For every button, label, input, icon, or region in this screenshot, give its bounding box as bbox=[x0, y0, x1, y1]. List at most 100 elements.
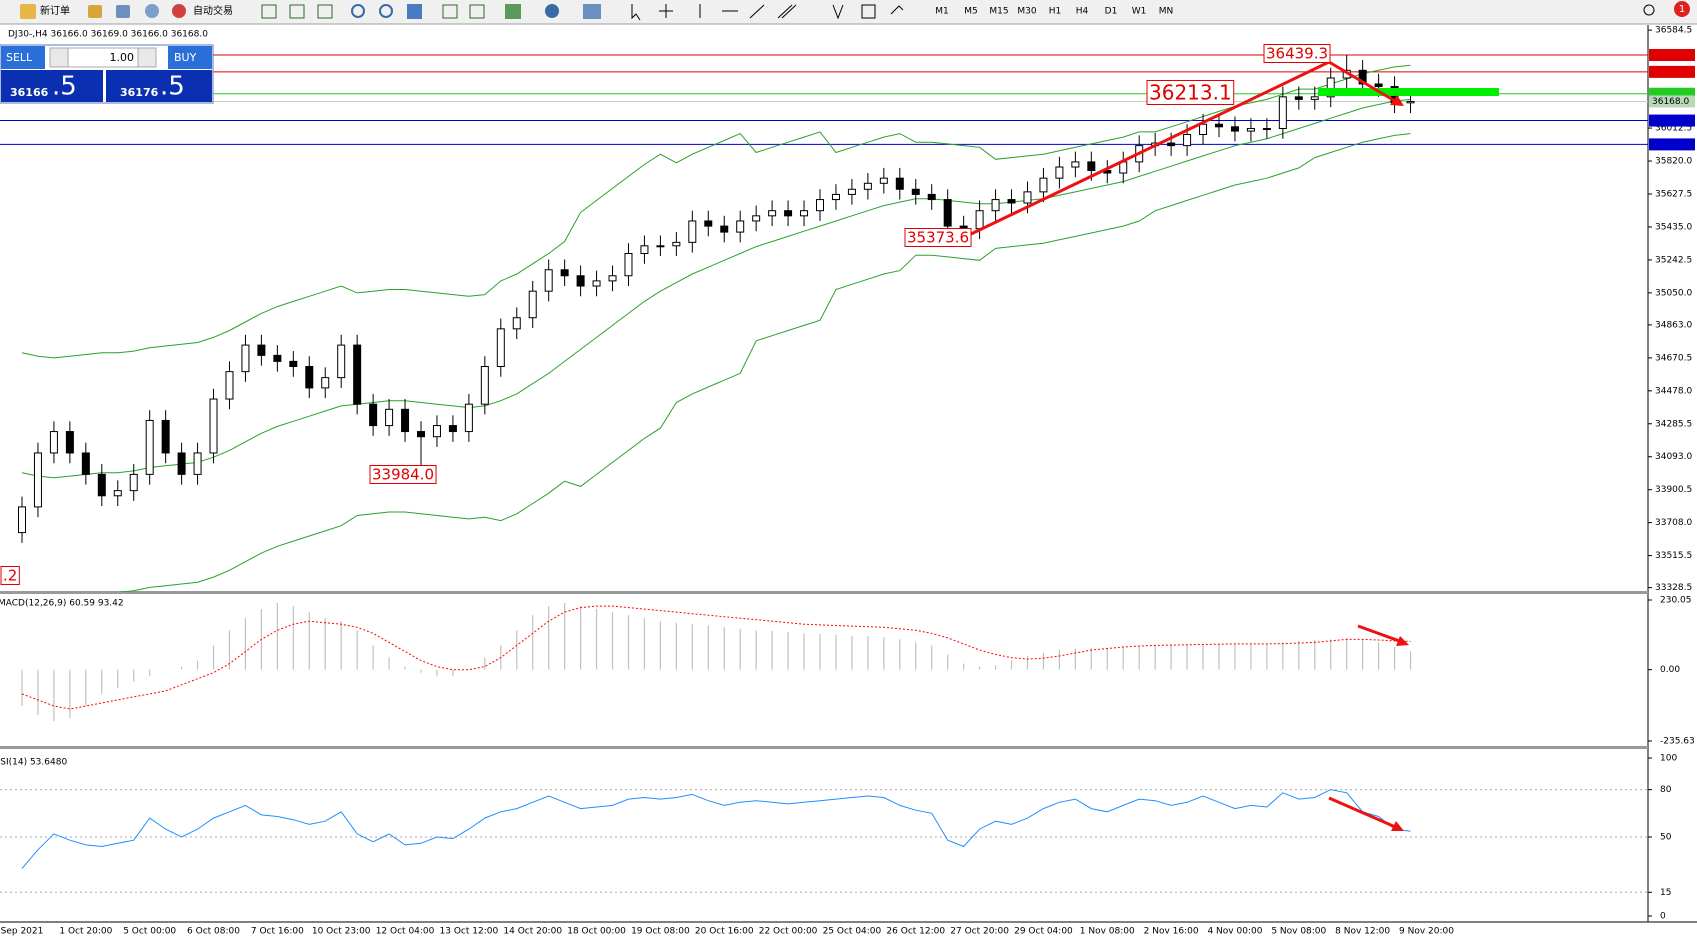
timeframe-button[interactable]: M5 bbox=[964, 7, 978, 17]
toolbar-icon[interactable] bbox=[442, 4, 458, 19]
trend-arrow bbox=[1328, 60, 1401, 106]
time-label: 1 Nov 08:00 bbox=[1080, 927, 1135, 937]
sell-price-main: 36166 bbox=[10, 86, 49, 99]
candle-body bbox=[512, 317, 521, 330]
candle-body bbox=[1039, 177, 1048, 193]
toolbar-icon[interactable] bbox=[469, 4, 485, 19]
candle-body bbox=[624, 252, 633, 277]
candle-body bbox=[736, 220, 745, 233]
timeframe-button[interactable]: M15 bbox=[989, 7, 1008, 17]
candle-body bbox=[1310, 96, 1319, 100]
buy-button[interactable] bbox=[168, 46, 212, 69]
toolbar-icon[interactable] bbox=[261, 4, 277, 19]
search[interactable] bbox=[1643, 4, 1655, 16]
toolbar-icon[interactable] bbox=[317, 4, 333, 19]
zoom-out[interactable] bbox=[379, 4, 393, 18]
y-tick-label: 35627.5 bbox=[1655, 189, 1692, 199]
y-tick-label: 33708.0 bbox=[1655, 518, 1692, 528]
rsi-panel bbox=[0, 789, 1648, 893]
label-tool[interactable] bbox=[861, 4, 876, 19]
price-tag-label: 36168.0 bbox=[1652, 97, 1689, 107]
tile-windows[interactable] bbox=[407, 4, 422, 19]
buy-price-box[interactable] bbox=[106, 70, 212, 102]
crosshair-tool[interactable] bbox=[659, 4, 673, 18]
candle-body bbox=[831, 193, 840, 201]
candle-body bbox=[496, 328, 505, 368]
sell-price-box[interactable] bbox=[1, 70, 103, 102]
auto-trading-icon[interactable] bbox=[172, 4, 186, 18]
notification-count: 1 bbox=[1679, 4, 1685, 15]
candle-body bbox=[33, 452, 42, 508]
zoom-in[interactable] bbox=[351, 4, 365, 18]
text-tool[interactable] bbox=[832, 4, 844, 20]
candle-body bbox=[975, 210, 984, 230]
lots-up[interactable] bbox=[137, 47, 157, 68]
timeframe-button[interactable]: M1 bbox=[935, 7, 949, 17]
candle-body bbox=[145, 419, 154, 475]
timeframe-button[interactable]: MN bbox=[1159, 7, 1174, 17]
y-tick-label: 36012.5 bbox=[1655, 124, 1692, 134]
candle-body bbox=[401, 408, 410, 433]
toolbar bbox=[0, 0, 1697, 24]
sell-button[interactable] bbox=[1, 46, 45, 69]
price-tag bbox=[1649, 138, 1695, 151]
toolbar-icon[interactable] bbox=[289, 4, 305, 19]
price-panel bbox=[0, 54, 1648, 592]
auto-trading-label[interactable]: 自动交易 bbox=[193, 4, 233, 17]
time-label: 5 Nov 08:00 bbox=[1271, 927, 1326, 937]
candle-body bbox=[1023, 191, 1032, 204]
toolbar-icon[interactable] bbox=[145, 4, 159, 18]
time-label: 18 Oct 00:00 bbox=[567, 927, 626, 937]
candle-body bbox=[432, 425, 441, 438]
shapes-tool[interactable] bbox=[890, 5, 904, 15]
cursor-tool[interactable] bbox=[631, 4, 641, 21]
candle-body bbox=[1262, 128, 1271, 131]
price-annotation: .2 bbox=[3, 567, 17, 585]
new-order-icon[interactable] bbox=[20, 4, 36, 19]
price-annotation: 36439.3 bbox=[1266, 45, 1328, 63]
buy-price-pips: .5 bbox=[160, 72, 185, 102]
candle-body bbox=[688, 220, 697, 243]
candle-body bbox=[1374, 83, 1383, 88]
timeframe-button[interactable]: M30 bbox=[1017, 7, 1036, 17]
candle-body bbox=[863, 182, 872, 190]
sell-label[interactable]: SELL bbox=[6, 51, 33, 64]
y-tick-label: 34670.5 bbox=[1655, 353, 1692, 363]
candle-body bbox=[480, 366, 489, 405]
indicators[interactable] bbox=[505, 4, 521, 19]
templates[interactable] bbox=[583, 4, 601, 19]
time-label: 12 Oct 04:00 bbox=[376, 927, 435, 937]
candle-body bbox=[305, 366, 314, 389]
time-label: 5 Oct 00:00 bbox=[123, 927, 176, 937]
lots-value[interactable]: 1.00 bbox=[110, 51, 135, 64]
notification-badge[interactable] bbox=[1674, 1, 1690, 17]
timeframe-button[interactable]: D1 bbox=[1105, 7, 1118, 17]
periods[interactable] bbox=[545, 4, 559, 18]
y-tick-label: 34093.0 bbox=[1655, 452, 1692, 462]
time-label: Sep 2021 bbox=[1, 927, 44, 937]
time-label: 13 Oct 12:00 bbox=[440, 927, 499, 937]
channel-tool[interactable] bbox=[777, 4, 797, 19]
candle-body bbox=[895, 177, 904, 190]
trendline-tool[interactable] bbox=[749, 4, 765, 19]
new-order-label[interactable]: 新订单 bbox=[40, 4, 70, 17]
buy-price-main: 36176 bbox=[120, 86, 159, 99]
macd-arrow bbox=[1357, 624, 1406, 645]
y-tick-label: 35242.5 bbox=[1655, 255, 1692, 265]
timeframe-button[interactable]: W1 bbox=[1132, 7, 1147, 17]
buy-label[interactable]: BUY bbox=[174, 51, 197, 64]
toolbar-icon[interactable] bbox=[116, 5, 130, 18]
timeframe-button[interactable]: H4 bbox=[1076, 7, 1089, 17]
candle-body bbox=[241, 344, 250, 373]
time-label: 10 Oct 23:00 bbox=[312, 927, 371, 937]
panel-separator bbox=[0, 591, 1648, 594]
one-click-trading bbox=[0, 44, 214, 104]
toolbar-icon[interactable] bbox=[88, 5, 102, 18]
candle-body bbox=[81, 452, 90, 475]
timeframe-button[interactable]: H1 bbox=[1049, 7, 1062, 17]
y-tick-label: 0.00 bbox=[1660, 665, 1680, 675]
price-tag bbox=[1649, 95, 1695, 108]
candle-body bbox=[911, 188, 920, 195]
lots-down[interactable] bbox=[49, 47, 69, 68]
candle-body bbox=[576, 275, 585, 287]
